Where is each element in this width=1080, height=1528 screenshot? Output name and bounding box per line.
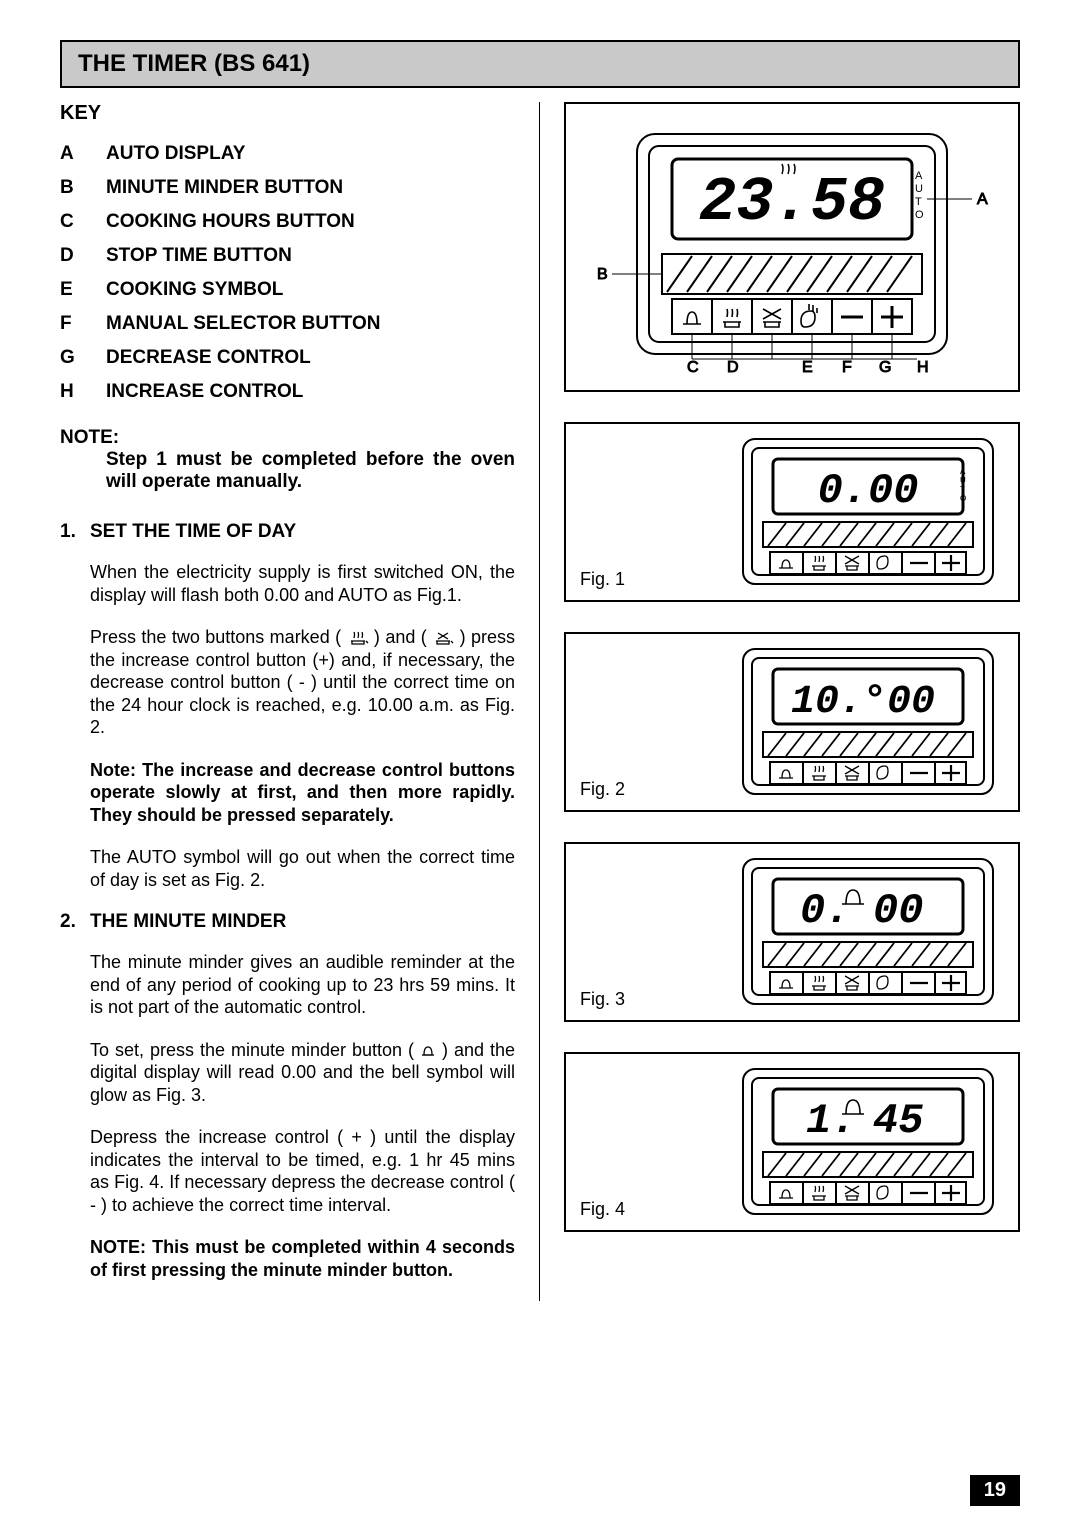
key-letter: B [60,177,106,199]
main-figure-box: 23.58 A U T O [564,102,1020,392]
key-item: GDECREASE CONTROL [60,347,515,369]
figure-1-svg: 0.00 AU TO [738,434,998,589]
text-run: Press the two buttons marked ( [90,627,341,647]
right-column: 23.58 A U T O [540,102,1020,1301]
svg-text:00: 00 [873,887,923,935]
key-heading: KEY [60,102,515,125]
key-label: MINUTE MINDER BUTTON [106,177,343,199]
key-label: INCREASE CONTROL [106,381,303,403]
key-item: DSTOP TIME BUTTON [60,245,515,267]
svg-text:F: F [842,359,852,374]
key-item: AAUTO DISPLAY [60,143,515,165]
key-letter: F [60,313,106,335]
svg-text:H: H [917,359,929,374]
figure-2-box: Fig. 2 [564,632,1020,812]
pot-x-arrow-icon [432,630,454,646]
figure-1-box: Fig. 1 [564,422,1020,602]
svg-text:A: A [915,170,923,182]
figure-3-svg: 0. 00 [738,854,998,1009]
paragraph: Depress the increase control ( + ) until… [90,1126,515,1216]
svg-text:E: E [802,359,813,374]
section-title: SET THE TIME OF DAY [90,521,296,543]
figure-label: Fig. 1 [580,569,625,590]
paragraph: Press the two buttons marked ( ) and ( )… [90,626,515,739]
paragraph-bold: Note: The increase and decrease control … [90,759,515,827]
key-item: CCOOKING HOURS BUTTON [60,211,515,233]
section-2-heading: 2. THE MINUTE MINDER [60,911,515,933]
paragraph: The minute minder gives an audible remin… [90,951,515,1019]
key-item: BMINUTE MINDER BUTTON [60,177,515,199]
title-bar: THE TIMER (BS 641) [60,40,1020,88]
bell-icon [420,1043,436,1059]
svg-text:T: T [915,196,922,208]
key-letter: A [60,143,106,165]
svg-text:0.: 0. [800,887,850,935]
text-run: ) and ( [374,627,427,647]
key-letter: D [60,245,106,267]
svg-text:T: T [960,485,965,494]
svg-text:G: G [879,359,891,374]
svg-text:1.: 1. [806,1097,856,1145]
svg-text:U: U [960,476,966,485]
svg-text:C: C [687,359,699,374]
pot-arrow-icon [347,630,369,646]
svg-text:B: B [597,266,608,283]
paragraph-bold: NOTE: This must be completed within 4 se… [90,1236,515,1281]
key-item: HINCREASE CONTROL [60,381,515,403]
svg-text:D: D [727,359,739,374]
key-item: FMANUAL SELECTOR BUTTON [60,313,515,335]
svg-text:U: U [915,183,923,195]
paragraph: To set, press the minute minder button (… [90,1039,515,1107]
key-label: AUTO DISPLAY [106,143,245,165]
two-column-layout: KEY AAUTO DISPLAY BMINUTE MINDER BUTTON … [60,102,1020,1301]
left-column: KEY AAUTO DISPLAY BMINUTE MINDER BUTTON … [60,102,540,1301]
svg-text:A: A [977,191,988,208]
key-label: STOP TIME BUTTON [106,245,292,267]
lcd-display-text: 23.58 [699,167,885,238]
svg-text:45: 45 [873,1097,923,1145]
figure-label: Fig. 3 [580,989,625,1010]
figure-label: Fig. 2 [580,779,625,800]
section-title: THE MINUTE MINDER [90,911,286,933]
paragraph: The AUTO symbol will go out when the cor… [90,846,515,891]
note-body: Step 1 must be completed before the oven… [106,449,515,493]
key-letter: H [60,381,106,403]
svg-text:A: A [960,467,966,476]
svg-text:O: O [915,209,924,221]
paragraph: When the electricity supply is first swi… [90,561,515,606]
key-label: MANUAL SELECTOR BUTTON [106,313,380,335]
svg-text:O: O [960,494,966,503]
key-list: AAUTO DISPLAY BMINUTE MINDER BUTTON CCOO… [60,143,515,403]
page-number: 19 [970,1475,1020,1506]
note-heading: NOTE: [60,427,515,449]
key-item: ECOOKING SYMBOL [60,279,515,301]
figure-4-svg: 1. 45 [738,1064,998,1219]
section-number: 1. [60,521,90,543]
key-label: DECREASE CONTROL [106,347,311,369]
key-label: COOKING HOURS BUTTON [106,211,355,233]
section-1-heading: 1. SET THE TIME OF DAY [60,521,515,543]
key-letter: E [60,279,106,301]
text-run: To set, press the minute minder button ( [90,1040,414,1060]
lcd-text: 0.00 [818,467,919,515]
figure-2-svg: 10.°00 [738,644,998,799]
timer-diagram: 23.58 A U T O [577,124,1007,374]
page-title: THE TIMER (BS 641) [78,50,1002,78]
figure-label: Fig. 4 [580,1199,625,1220]
figure-4-box: Fig. 4 [564,1052,1020,1232]
section-number: 2. [60,911,90,933]
figure-3-box: Fig. 3 [564,842,1020,1022]
key-label: COOKING SYMBOL [106,279,283,301]
lcd-text: 10.°00 [791,680,935,725]
key-letter: G [60,347,106,369]
key-letter: C [60,211,106,233]
